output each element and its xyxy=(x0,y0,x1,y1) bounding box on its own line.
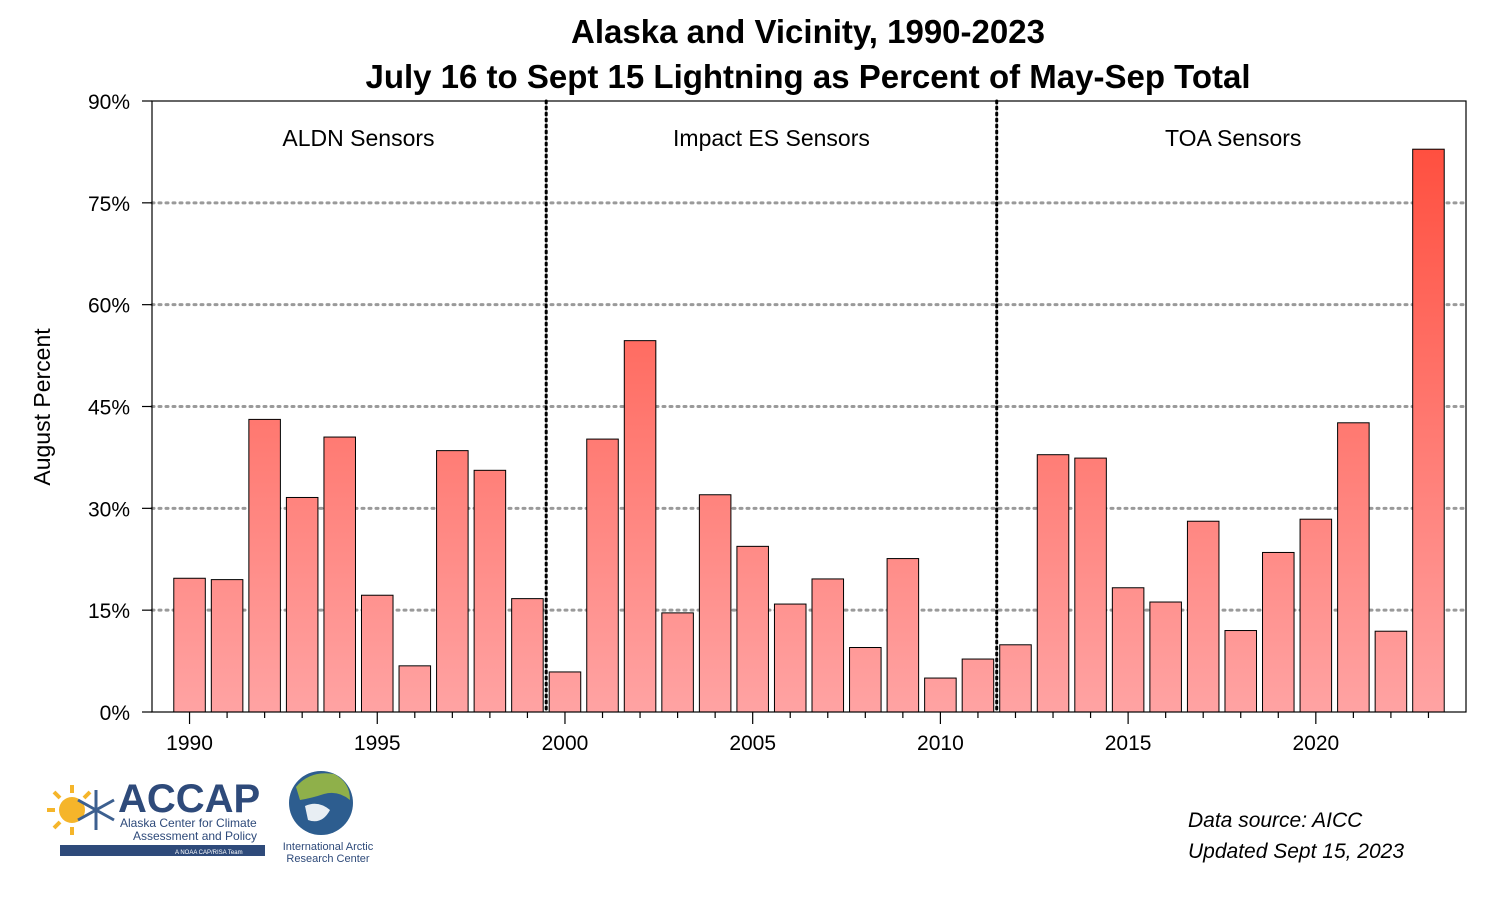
sensor-region-labels: ALDN Sensors Impact ES Sensors TOA Sensors xyxy=(282,125,1301,151)
sensor-region-label: Impact ES Sensors xyxy=(673,125,870,151)
accap-logo: ACCAP Alaska Center for Climate Assessme… xyxy=(47,777,265,856)
bar-2007 xyxy=(811,578,845,713)
accap-banner xyxy=(60,845,265,856)
bar-1999 xyxy=(511,598,544,713)
bars xyxy=(173,148,1445,713)
bar-1998 xyxy=(473,469,507,713)
iarc-line-2: Research Center xyxy=(286,853,369,865)
x-tick-label: 2005 xyxy=(729,732,776,755)
y-axis-ticks: 0% 15% 30% 45% 60% 75% 90% xyxy=(88,91,152,725)
y-tick-label: 75% xyxy=(88,193,130,216)
bar-2023 xyxy=(1412,148,1445,713)
bar-2010 xyxy=(924,677,957,713)
bar-2014 xyxy=(1074,457,1107,713)
y-tick-label: 30% xyxy=(88,498,130,521)
bar-2006 xyxy=(773,603,807,713)
bar-2013 xyxy=(1036,454,1070,713)
x-tick-label: 2015 xyxy=(1105,732,1152,755)
bar-1991 xyxy=(210,579,244,713)
bar-1990 xyxy=(173,577,206,713)
bar-2009 xyxy=(886,558,920,713)
bar-1992 xyxy=(248,418,281,713)
sensor-dividers xyxy=(544,99,999,714)
y-tick-label: 15% xyxy=(88,600,130,623)
bar-1995 xyxy=(360,594,394,713)
sun-icon xyxy=(47,785,92,835)
y-tick-label: 45% xyxy=(88,397,130,420)
bar-2002 xyxy=(623,340,657,713)
bar-2012 xyxy=(999,644,1032,713)
chart-title: Alaska and Vicinity, 1990-2023 xyxy=(571,13,1045,50)
bar-2004 xyxy=(698,494,732,713)
snowflake-icon xyxy=(77,790,115,830)
bar-2020 xyxy=(1299,518,1333,713)
x-axis-ticks: 1990 1995 2000 2005 2010 2015 2020 xyxy=(166,712,1430,755)
bar-2017 xyxy=(1186,520,1220,713)
accap-line-2: Assessment and Policy xyxy=(133,829,257,843)
bar-2001 xyxy=(586,438,619,713)
bar-2018 xyxy=(1224,630,1258,713)
y-axis-label: August Percent xyxy=(29,328,55,486)
bar-2003 xyxy=(661,612,694,713)
x-tick-label: 2010 xyxy=(917,732,964,755)
x-tick-label: 2000 xyxy=(542,732,589,755)
bar-1996 xyxy=(398,665,432,713)
bar-2019 xyxy=(1262,551,1295,713)
gridlines xyxy=(150,201,1468,612)
y-tick-label: 0% xyxy=(100,702,130,725)
globe-icon xyxy=(289,771,353,835)
iarc-logo: International Arctic Research Center xyxy=(283,771,374,865)
bar-2005 xyxy=(736,545,769,713)
y-tick-label: 90% xyxy=(88,91,130,114)
bar-1994 xyxy=(323,436,356,713)
bar-2016 xyxy=(1149,601,1182,713)
bar-2022 xyxy=(1374,630,1408,713)
bar-2008 xyxy=(849,647,882,713)
x-tick-label: 2020 xyxy=(1292,732,1339,755)
bar-2021 xyxy=(1337,422,1370,713)
sensor-region-label: ALDN Sensors xyxy=(282,125,434,151)
x-tick-label: 1995 xyxy=(354,732,401,755)
y-tick-label: 60% xyxy=(88,295,130,318)
bar-1993 xyxy=(285,496,319,713)
bar-2011 xyxy=(961,658,995,713)
bar-1997 xyxy=(436,450,469,713)
accap-name: ACCAP xyxy=(118,777,260,821)
bar-2000 xyxy=(548,671,582,713)
updated-note: Updated Sept 15, 2023 xyxy=(1188,840,1405,863)
bar-2015 xyxy=(1111,587,1145,713)
accap-line-1: Alaska Center for Climate xyxy=(120,816,257,830)
chart-subtitle: July 16 to Sept 15 Lightning as Percent … xyxy=(365,58,1250,95)
x-tick-label: 1990 xyxy=(166,732,213,755)
accap-tag: A NOAA CAP/RISA Team xyxy=(175,850,243,856)
iarc-line-1: International Arctic xyxy=(283,841,374,853)
sensor-region-label: TOA Sensors xyxy=(1165,125,1301,151)
data-source-note: Data source: AICC xyxy=(1188,809,1363,832)
